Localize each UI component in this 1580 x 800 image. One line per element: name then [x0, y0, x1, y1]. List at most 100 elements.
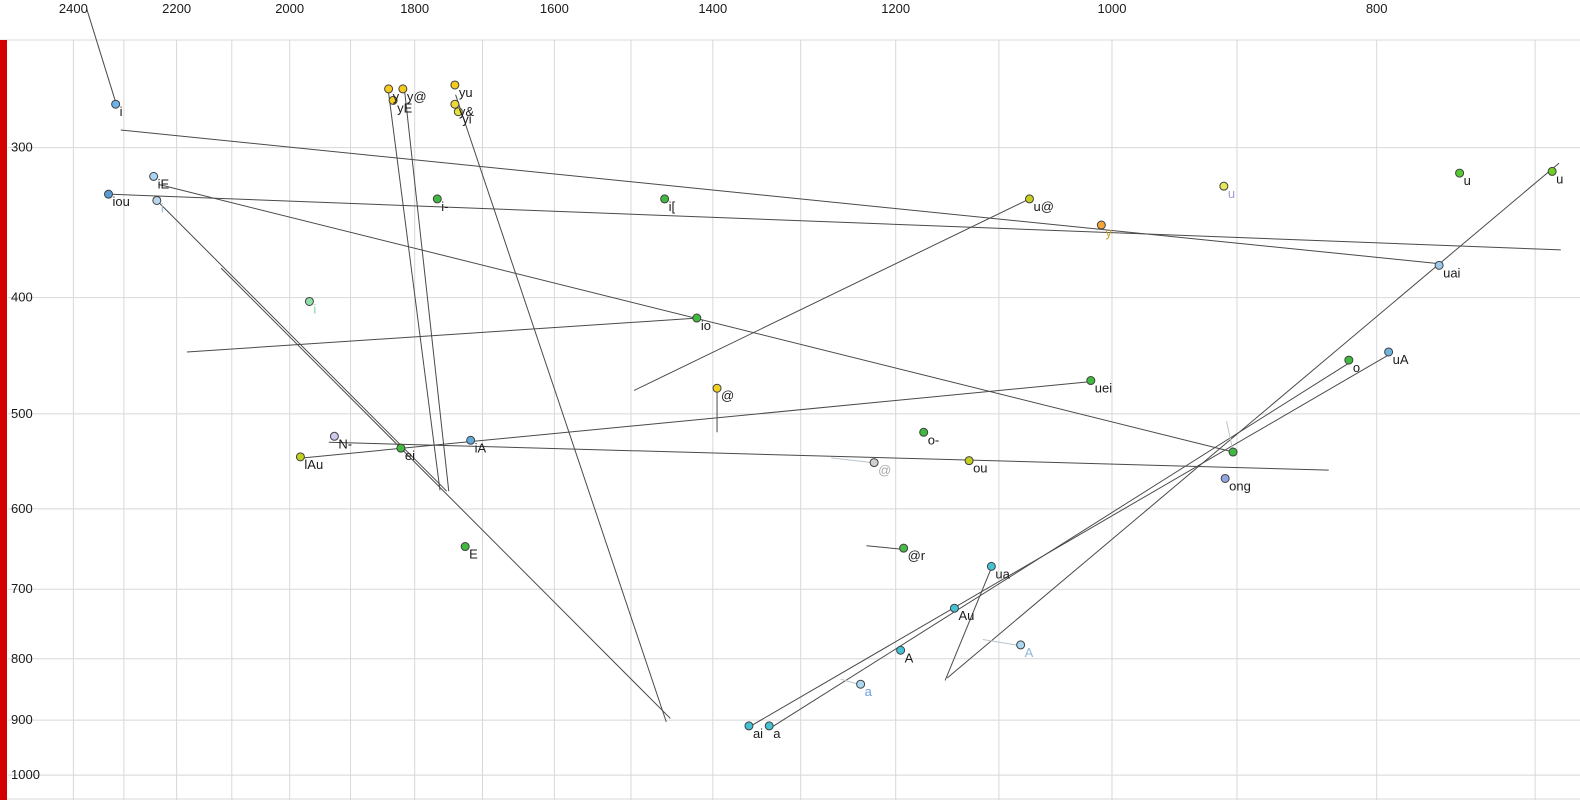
trajectory-line	[156, 200, 448, 492]
trajectory-line	[303, 381, 1091, 459]
data-point[interactable]	[869, 458, 879, 468]
point-label: y	[393, 89, 400, 104]
data-point[interactable]	[1384, 347, 1394, 357]
data-point[interactable]	[899, 543, 909, 553]
data-point[interactable]	[450, 80, 460, 90]
point-label: yu	[459, 85, 473, 100]
y-tick-label: 400	[11, 290, 33, 305]
data-point[interactable]	[1220, 473, 1230, 483]
trajectory-line	[944, 567, 992, 681]
trajectory-line	[946, 162, 1560, 679]
point-label: ei	[405, 448, 415, 463]
point-label: y@	[407, 89, 427, 104]
trajectory-line	[771, 360, 1353, 728]
data-point[interactable]	[1096, 220, 1106, 230]
point-label: o-	[928, 432, 940, 447]
data-point[interactable]	[152, 195, 162, 205]
data-point[interactable]	[1434, 260, 1444, 270]
data-point[interactable]	[712, 383, 722, 393]
x-tick-label: 2400	[59, 1, 88, 16]
data-point[interactable]	[896, 645, 906, 655]
left-edge-bar	[0, 40, 7, 800]
data-point[interactable]	[1547, 166, 1557, 176]
point-label: yE	[397, 100, 413, 115]
data-point[interactable]	[919, 427, 929, 437]
point-label: A	[905, 650, 914, 665]
trajectory-line	[866, 545, 900, 550]
point-label: io	[701, 318, 711, 333]
data-point[interactable]	[1024, 194, 1034, 204]
data-point[interactable]	[1086, 376, 1096, 386]
data-point[interactable]	[304, 296, 314, 306]
trajectory-line	[388, 92, 441, 491]
data-point[interactable]	[856, 679, 866, 689]
point-label: Au	[958, 608, 974, 623]
y-tick-label: 900	[11, 712, 33, 727]
data-point[interactable]	[1016, 640, 1026, 650]
point-label: A	[1025, 645, 1034, 660]
y-tick-label: 700	[11, 581, 33, 596]
point-label: u	[1228, 186, 1235, 201]
point-label: y&	[459, 104, 475, 119]
data-point[interactable]	[460, 542, 470, 552]
data-point[interactable]	[398, 84, 408, 94]
point-label: o	[1353, 360, 1360, 375]
data-point[interactable]	[149, 171, 159, 181]
point-label: a	[773, 726, 781, 741]
data-point[interactable]	[986, 561, 996, 571]
x-tick-label: 2200	[162, 1, 191, 16]
point-label: N-	[338, 436, 352, 451]
data-point[interactable]	[104, 189, 114, 199]
point-label: u	[1464, 173, 1471, 188]
data-point[interactable]	[329, 431, 339, 441]
data-point[interactable]	[1219, 181, 1229, 191]
point-label: u	[1556, 171, 1563, 186]
data-point[interactable]	[692, 313, 702, 323]
trajectory-line	[86, 9, 116, 101]
x-tick-label: 800	[1366, 1, 1388, 16]
data-point[interactable]	[450, 99, 460, 109]
data-point[interactable]	[964, 456, 974, 466]
data-point[interactable]	[432, 194, 442, 204]
point-label: iE	[158, 176, 170, 191]
data-point[interactable]	[388, 95, 398, 105]
point-label: @	[878, 463, 891, 478]
trajectory-line	[633, 198, 1030, 391]
point-label: yi	[462, 112, 472, 127]
data-point[interactable]	[453, 107, 463, 117]
point-label: lAu	[304, 457, 323, 472]
point-label: i[	[669, 199, 676, 214]
point-label: ong	[1229, 478, 1251, 493]
point-label: @	[721, 388, 734, 403]
trajectory-line	[1225, 421, 1234, 452]
data-point[interactable]	[949, 603, 959, 613]
point-label: iA	[475, 440, 487, 455]
trajectory-line	[982, 639, 1020, 647]
trajectory-line	[404, 92, 450, 492]
data-point[interactable]	[111, 99, 121, 109]
data-point[interactable]	[744, 721, 754, 731]
data-point[interactable]	[764, 721, 774, 731]
point-label: i	[161, 200, 164, 215]
point-label: ai	[753, 726, 763, 741]
x-tick-label: 2000	[275, 1, 304, 16]
data-point[interactable]	[295, 452, 305, 462]
point-label: i	[120, 104, 123, 119]
data-point[interactable]	[466, 435, 476, 445]
data-point[interactable]	[660, 194, 670, 204]
point-label: iou	[113, 194, 130, 209]
trajectory-line	[186, 317, 699, 353]
y-tick-label: 600	[11, 501, 33, 516]
data-point[interactable]	[396, 443, 406, 453]
point-label: y	[1105, 225, 1112, 240]
data-point[interactable]	[1455, 168, 1465, 178]
y-tick-label: 500	[11, 406, 33, 421]
data-point[interactable]	[1228, 447, 1238, 457]
data-point[interactable]	[1344, 355, 1354, 365]
point-label: @r	[908, 548, 926, 563]
data-point[interactable]	[384, 84, 394, 94]
trajectory-line	[328, 441, 1329, 471]
y-tick-label: 1000	[11, 767, 40, 782]
